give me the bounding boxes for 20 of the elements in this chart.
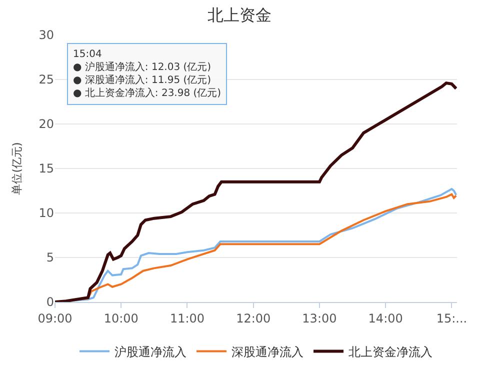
chart-title: 北上资金 xyxy=(208,6,272,25)
y-tick-label: 25 xyxy=(38,72,54,87)
legend-label: 沪股通净流入 xyxy=(114,344,186,359)
y-tick-label: 30 xyxy=(38,28,54,42)
x-tick-label: 12:00 xyxy=(236,311,271,326)
x-tick-label: 11:00 xyxy=(170,311,205,326)
legend-label: 深股通净流入 xyxy=(232,344,304,359)
x-tick-label: 15:... xyxy=(436,311,468,326)
y-tick-label: 5 xyxy=(46,250,54,265)
y-tick-label: 0 xyxy=(46,295,54,310)
x-tick-label: 14:00 xyxy=(368,311,403,326)
x-tick-label: 10:00 xyxy=(104,311,138,326)
legend-label: 北上资金净流入 xyxy=(348,344,432,359)
y-tick-label: 15 xyxy=(38,162,54,176)
x-tick-label: 13:00 xyxy=(302,311,337,326)
annotation: 15:04 ● 沪股通净流入: 12.03 (亿元) ● 深股通净流入: 11.95 (亿元) ● 北上资金净流入: 23.98 (亿元) xyxy=(73,49,222,99)
y-tick-label: 20 xyxy=(38,117,54,132)
y-axis-title: 单位(亿元) xyxy=(10,142,24,195)
x-tick-label: 09:00 xyxy=(38,311,72,326)
y-tick-label: 10 xyxy=(38,206,54,220)
